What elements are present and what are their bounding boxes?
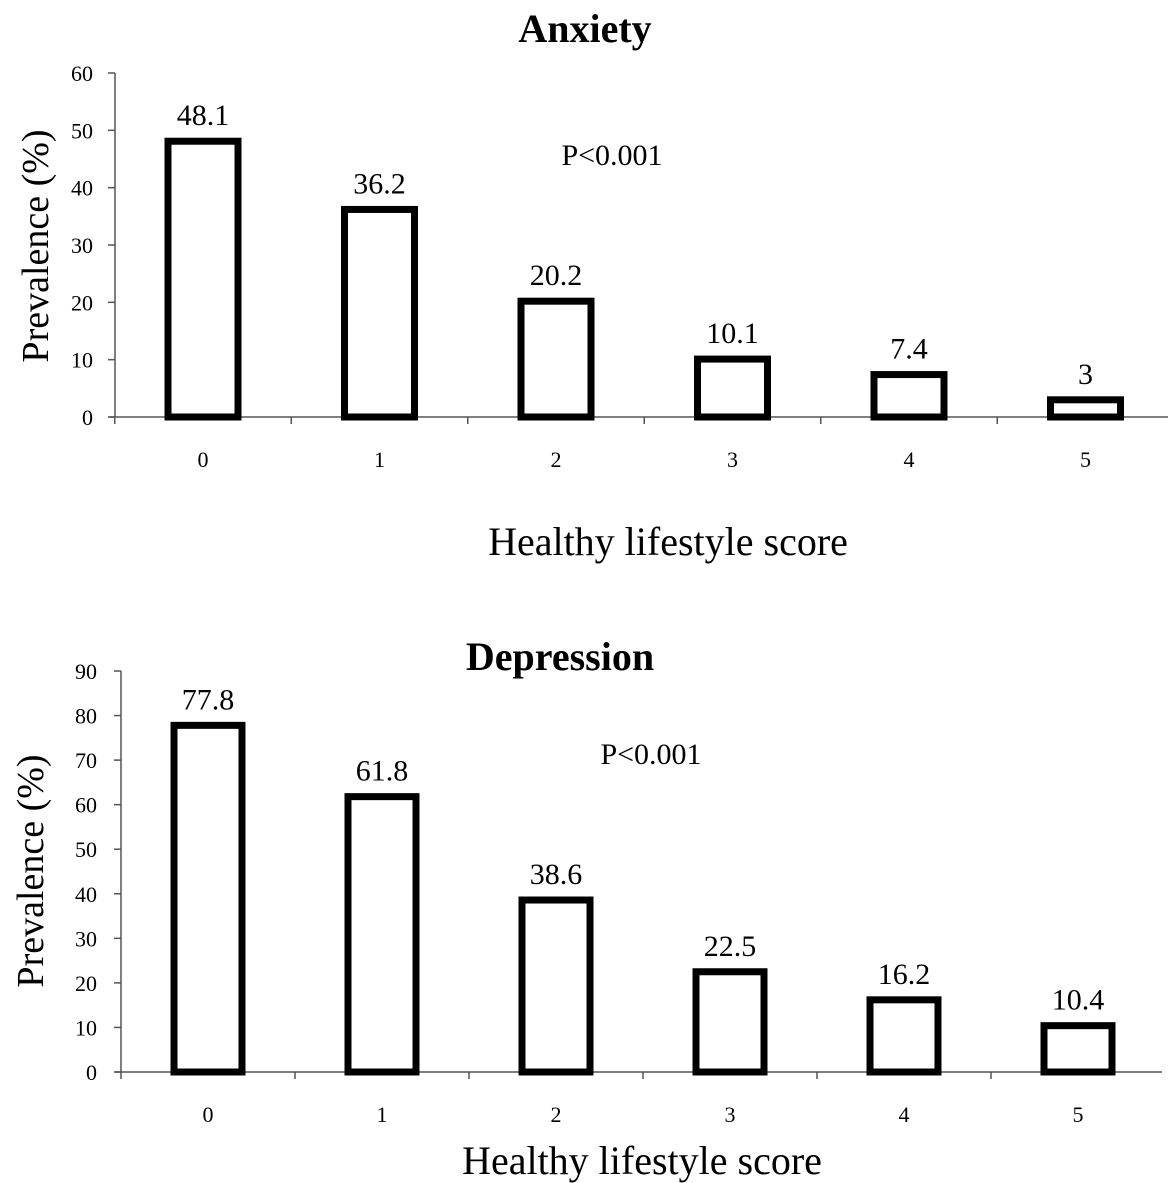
data-label: 77.8 [182, 683, 235, 716]
chart-title: Anxiety [518, 6, 651, 51]
y-tick-label: 10 [75, 1015, 97, 1040]
y-axis-label: Prevalence (%) [10, 754, 52, 987]
x-axis-label: Healthy lifestyle score [488, 519, 848, 564]
y-tick-label: 60 [75, 793, 97, 818]
x-tick-label: 5 [1073, 1102, 1084, 1127]
data-label: 10.1 [706, 317, 759, 350]
x-tick-label: 2 [551, 1102, 562, 1127]
data-label: 10.4 [1052, 984, 1105, 1017]
data-label: 36.2 [353, 167, 406, 200]
y-tick-label: 20 [75, 971, 97, 996]
bar [692, 968, 768, 1076]
p-value-annotation: P<0.001 [600, 738, 701, 771]
data-label: 16.2 [878, 958, 931, 991]
y-tick-label: 30 [71, 233, 93, 258]
chart-title: Depression [466, 634, 654, 679]
data-label: 20.2 [530, 259, 583, 292]
x-tick-label: 2 [551, 447, 562, 472]
x-tick-label: 0 [198, 447, 209, 472]
x-tick-label: 5 [1080, 447, 1091, 472]
bar [1047, 396, 1124, 421]
y-tick-label: 40 [71, 176, 93, 201]
bar [170, 721, 246, 1076]
bar [866, 996, 942, 1076]
data-label: 38.6 [530, 858, 583, 891]
x-tick-label: 3 [725, 1102, 736, 1127]
data-label: 22.5 [704, 930, 757, 963]
bar [164, 137, 242, 421]
bar [694, 355, 771, 421]
bar [518, 896, 594, 1076]
y-tick-label: 40 [75, 882, 97, 907]
y-tick-label: 60 [71, 61, 93, 86]
y-tick-label: 50 [75, 837, 97, 862]
anxiety-chart: Anxiety P<0.001 Prevalence (%) Healthy l… [15, 6, 1168, 564]
data-label: 3 [1078, 358, 1093, 391]
bar [1040, 1022, 1116, 1076]
x-tick-label: 1 [377, 1102, 388, 1127]
bar [341, 205, 418, 421]
data-label: 7.4 [890, 333, 928, 366]
depression-chart: Depression P<0.001 Prevalence (%) Health… [10, 634, 1162, 1183]
y-tick-label: 70 [75, 748, 97, 773]
y-tick-label: 0 [86, 1060, 97, 1085]
y-tick-label: 10 [71, 348, 93, 373]
y-tick-label: 80 [75, 704, 97, 729]
data-label: 48.1 [177, 99, 230, 132]
bar [517, 297, 595, 421]
x-tick-label: 0 [203, 1102, 214, 1127]
p-value-annotation: P<0.001 [561, 139, 662, 172]
y-tick-label: 0 [82, 405, 93, 430]
y-tick-label: 30 [75, 926, 97, 951]
x-tick-label: 4 [899, 1102, 910, 1127]
x-tick-label: 4 [904, 447, 915, 472]
y-tick-label: 20 [71, 290, 93, 315]
x-tick-label: 1 [374, 447, 385, 472]
x-tick-label: 3 [727, 447, 738, 472]
y-tick-label: 90 [75, 659, 97, 684]
y-axis-label: Prevalence (%) [15, 129, 57, 362]
bar [870, 371, 948, 421]
bar [344, 793, 420, 1076]
data-label: 61.8 [356, 755, 409, 788]
x-axis-label: Healthy lifestyle score [462, 1138, 822, 1183]
y-tick-label: 50 [71, 118, 93, 143]
